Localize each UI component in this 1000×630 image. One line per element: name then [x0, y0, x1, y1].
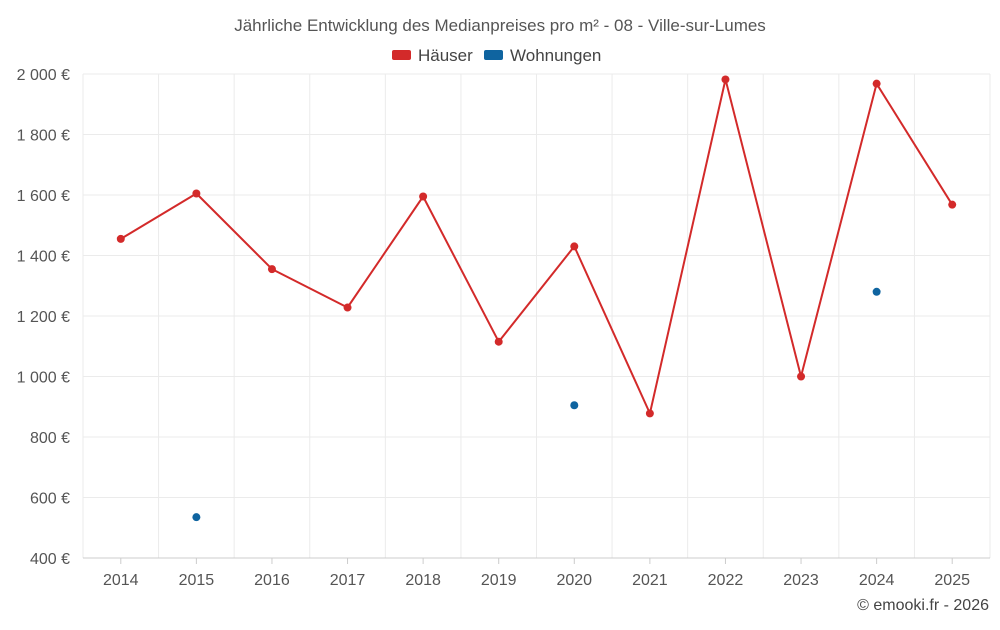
x-tick-label: 2023 [783, 572, 819, 589]
y-tick-label: 2 000 € [17, 67, 70, 84]
data-point-haeuser[interactable] [192, 189, 201, 198]
data-point-wohnungen[interactable] [570, 401, 579, 410]
data-point-haeuser[interactable] [872, 79, 881, 88]
legend-item-haeuser[interactable]: Häuser [392, 46, 473, 65]
y-tick-label: 400 € [30, 551, 70, 568]
data-point-haeuser[interactable] [343, 303, 352, 312]
credit-text: © emooki.fr - 2026 [857, 597, 989, 614]
legend[interactable]: Häuser Wohnungen [392, 46, 601, 65]
x-tick-label: 2024 [859, 572, 895, 589]
data-point-wohnungen[interactable] [872, 287, 881, 296]
legend-swatch-wohnungen [484, 50, 503, 60]
x-tick-label: 2016 [254, 572, 290, 589]
chart-title: Jährliche Entwicklung des Medianpreises … [234, 16, 766, 35]
x-tick-label: 2018 [405, 572, 441, 589]
data-point-haeuser[interactable] [948, 200, 957, 209]
x-tick-label: 2017 [330, 572, 366, 589]
y-tick-label: 1 600 € [17, 188, 70, 205]
legend-label-wohnungen: Wohnungen [510, 46, 601, 65]
x-tick-label: 2025 [934, 572, 970, 589]
y-tick-label: 800 € [30, 430, 70, 447]
legend-swatch-haeuser [392, 50, 411, 60]
x-tick-label: 2021 [632, 572, 668, 589]
x-tick-label: 2014 [103, 572, 139, 589]
x-tick-label: 2020 [556, 572, 592, 589]
data-point-haeuser[interactable] [570, 242, 579, 251]
data-point-haeuser[interactable] [645, 409, 654, 418]
series-wohnungen [192, 287, 881, 522]
data-point-haeuser[interactable] [721, 75, 730, 84]
x-tick-label: 2015 [179, 572, 215, 589]
axes: 400 € 600 € 800 € 1 000 € 1 200 € 1 400 € 1 60… [17, 67, 990, 589]
legend-label-haeuser: Häuser [418, 46, 473, 65]
grid [82, 73, 991, 558]
x-tick-label: 2019 [481, 572, 517, 589]
plot-area [116, 75, 957, 522]
data-point-wohnungen[interactable] [192, 513, 201, 522]
x-tick-label: 2022 [708, 572, 744, 589]
data-point-haeuser[interactable] [494, 337, 503, 346]
series-line-haeuser [120, 78, 954, 415]
legend-item-wohnungen[interactable]: Wohnungen [484, 46, 601, 65]
y-tick-label: 1 200 € [17, 309, 70, 326]
data-point-haeuser[interactable] [419, 192, 428, 201]
data-point-haeuser[interactable] [797, 372, 806, 381]
y-tick-label: 1 000 € [17, 370, 70, 387]
series-haeuser [116, 75, 957, 418]
data-point-haeuser[interactable] [267, 265, 276, 274]
data-point-haeuser[interactable] [116, 234, 125, 243]
y-tick-label: 1 800 € [17, 128, 70, 145]
y-tick-label: 600 € [30, 491, 70, 508]
y-tick-label: 1 400 € [17, 249, 70, 266]
